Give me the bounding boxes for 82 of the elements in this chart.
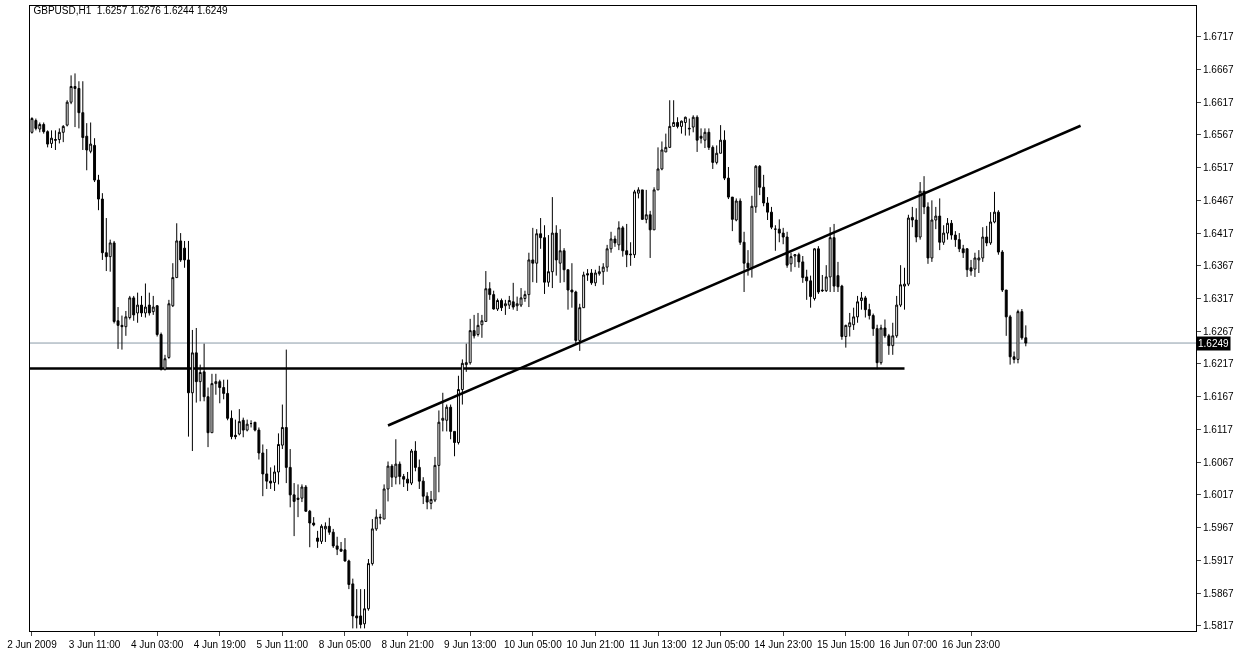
candlestick — [249, 419, 253, 428]
x-tick-label: 15 Jun 15:00 — [816, 639, 876, 650]
y-tick-label: 1.6167 — [1203, 391, 1235, 403]
candlestick — [703, 127, 707, 149]
ref-line-label: 1.6249 — [1198, 338, 1230, 349]
y-tick-label: 1.6217 — [1203, 358, 1235, 370]
candlestick — [593, 269, 597, 287]
x-tick-label: 10 Jun 05:00 — [503, 639, 563, 650]
candlestick — [476, 312, 480, 337]
candlestick — [590, 268, 593, 286]
candlestick — [511, 282, 515, 311]
candlestick — [503, 299, 507, 316]
candlestick — [519, 287, 523, 308]
y-tick-label: 1.6117 — [1203, 423, 1234, 435]
y-tick-label: 1.6517 — [1203, 162, 1235, 174]
y-tick-label: 1.6067 — [1203, 456, 1235, 468]
y-tick-label: 1.5817 — [1203, 620, 1235, 632]
candlestick — [359, 588, 363, 629]
candlestick — [394, 438, 398, 485]
x-tick-label: 9 Jun 13:00 — [444, 639, 497, 650]
y-tick-label: 1.6017 — [1203, 489, 1235, 501]
candlestick — [668, 99, 672, 149]
x-tick-label: 2 Jun 2009 — [7, 639, 58, 650]
candlestick — [61, 124, 65, 143]
x-tick-label: 8 Jun 21:00 — [381, 639, 435, 650]
y-tick-label: 1.6567 — [1203, 129, 1235, 141]
x-tick-label: 10 Jun 21:00 — [566, 639, 625, 650]
candlestick — [946, 217, 949, 241]
candlestick — [1016, 309, 1020, 364]
candlestick — [965, 247, 969, 278]
candlestick — [680, 120, 683, 135]
candlestick — [973, 252, 977, 278]
x-tick-label: 3 Jun 11:00 — [68, 639, 121, 650]
candlestick — [136, 292, 140, 324]
candlestick — [938, 197, 942, 251]
y-tick-label: 1.5967 — [1203, 522, 1235, 534]
candlestick — [625, 223, 629, 268]
y-tick-label: 1.6717 — [1203, 31, 1235, 43]
y-tick-label: 1.6617 — [1203, 96, 1235, 108]
y-tick-label: 1.6467 — [1203, 194, 1235, 206]
x-tick-label: 4 Jun 03:00 — [131, 639, 184, 650]
candlestick — [38, 121, 42, 133]
x-tick-label: 5 Jun 11:00 — [256, 639, 309, 650]
y-tick-label: 1.6367 — [1203, 260, 1235, 272]
candlestick — [132, 295, 136, 322]
x-tick-label: 4 Jun 19:00 — [193, 639, 247, 650]
x-tick-label: 14 Jun 23:00 — [754, 639, 813, 650]
candlestick — [73, 72, 77, 128]
y-tick-label: 1.6317 — [1203, 293, 1235, 305]
candlestick — [143, 282, 147, 319]
candlestick — [683, 116, 687, 137]
y-tick-label: 1.5917 — [1203, 554, 1235, 566]
y-tick-label: 1.6667 — [1203, 63, 1235, 75]
candlestick — [773, 224, 777, 252]
candlestick — [640, 189, 644, 221]
y-tick-label: 1.6417 — [1203, 227, 1235, 239]
chart-title: GBPUSD,H1 1.6257 1.6276 1.6244 1.6249 — [33, 4, 228, 16]
candlestick — [777, 218, 781, 243]
candlestick — [863, 295, 867, 319]
candlestick — [793, 253, 797, 268]
candlestick — [558, 228, 562, 284]
y-tick-label: 1.6267 — [1203, 325, 1235, 337]
candlestick — [828, 226, 832, 293]
candlestick — [237, 408, 241, 436]
candlestick — [930, 199, 934, 263]
x-tick-label: 11 Jun 13:00 — [629, 639, 687, 650]
candlestick — [550, 196, 554, 289]
x-tick-label: 16 Jun 07:00 — [879, 639, 938, 650]
candlestick — [785, 231, 789, 269]
candlestick — [53, 129, 57, 151]
candlestick — [695, 114, 699, 153]
candlestick — [832, 223, 836, 293]
x-tick-label: 8 Jun 05:00 — [318, 639, 372, 650]
candlestick — [34, 118, 38, 131]
candlestick — [687, 118, 691, 137]
x-tick-label: 12 Jun 05:00 — [691, 639, 750, 650]
candlestick — [50, 129, 53, 149]
x-tick-label: 16 Jun 23:00 — [942, 639, 1001, 650]
candlestick — [500, 298, 503, 312]
y-tick-label: 1.5867 — [1203, 587, 1235, 599]
candlestick — [320, 523, 323, 545]
candlestick — [323, 521, 327, 543]
